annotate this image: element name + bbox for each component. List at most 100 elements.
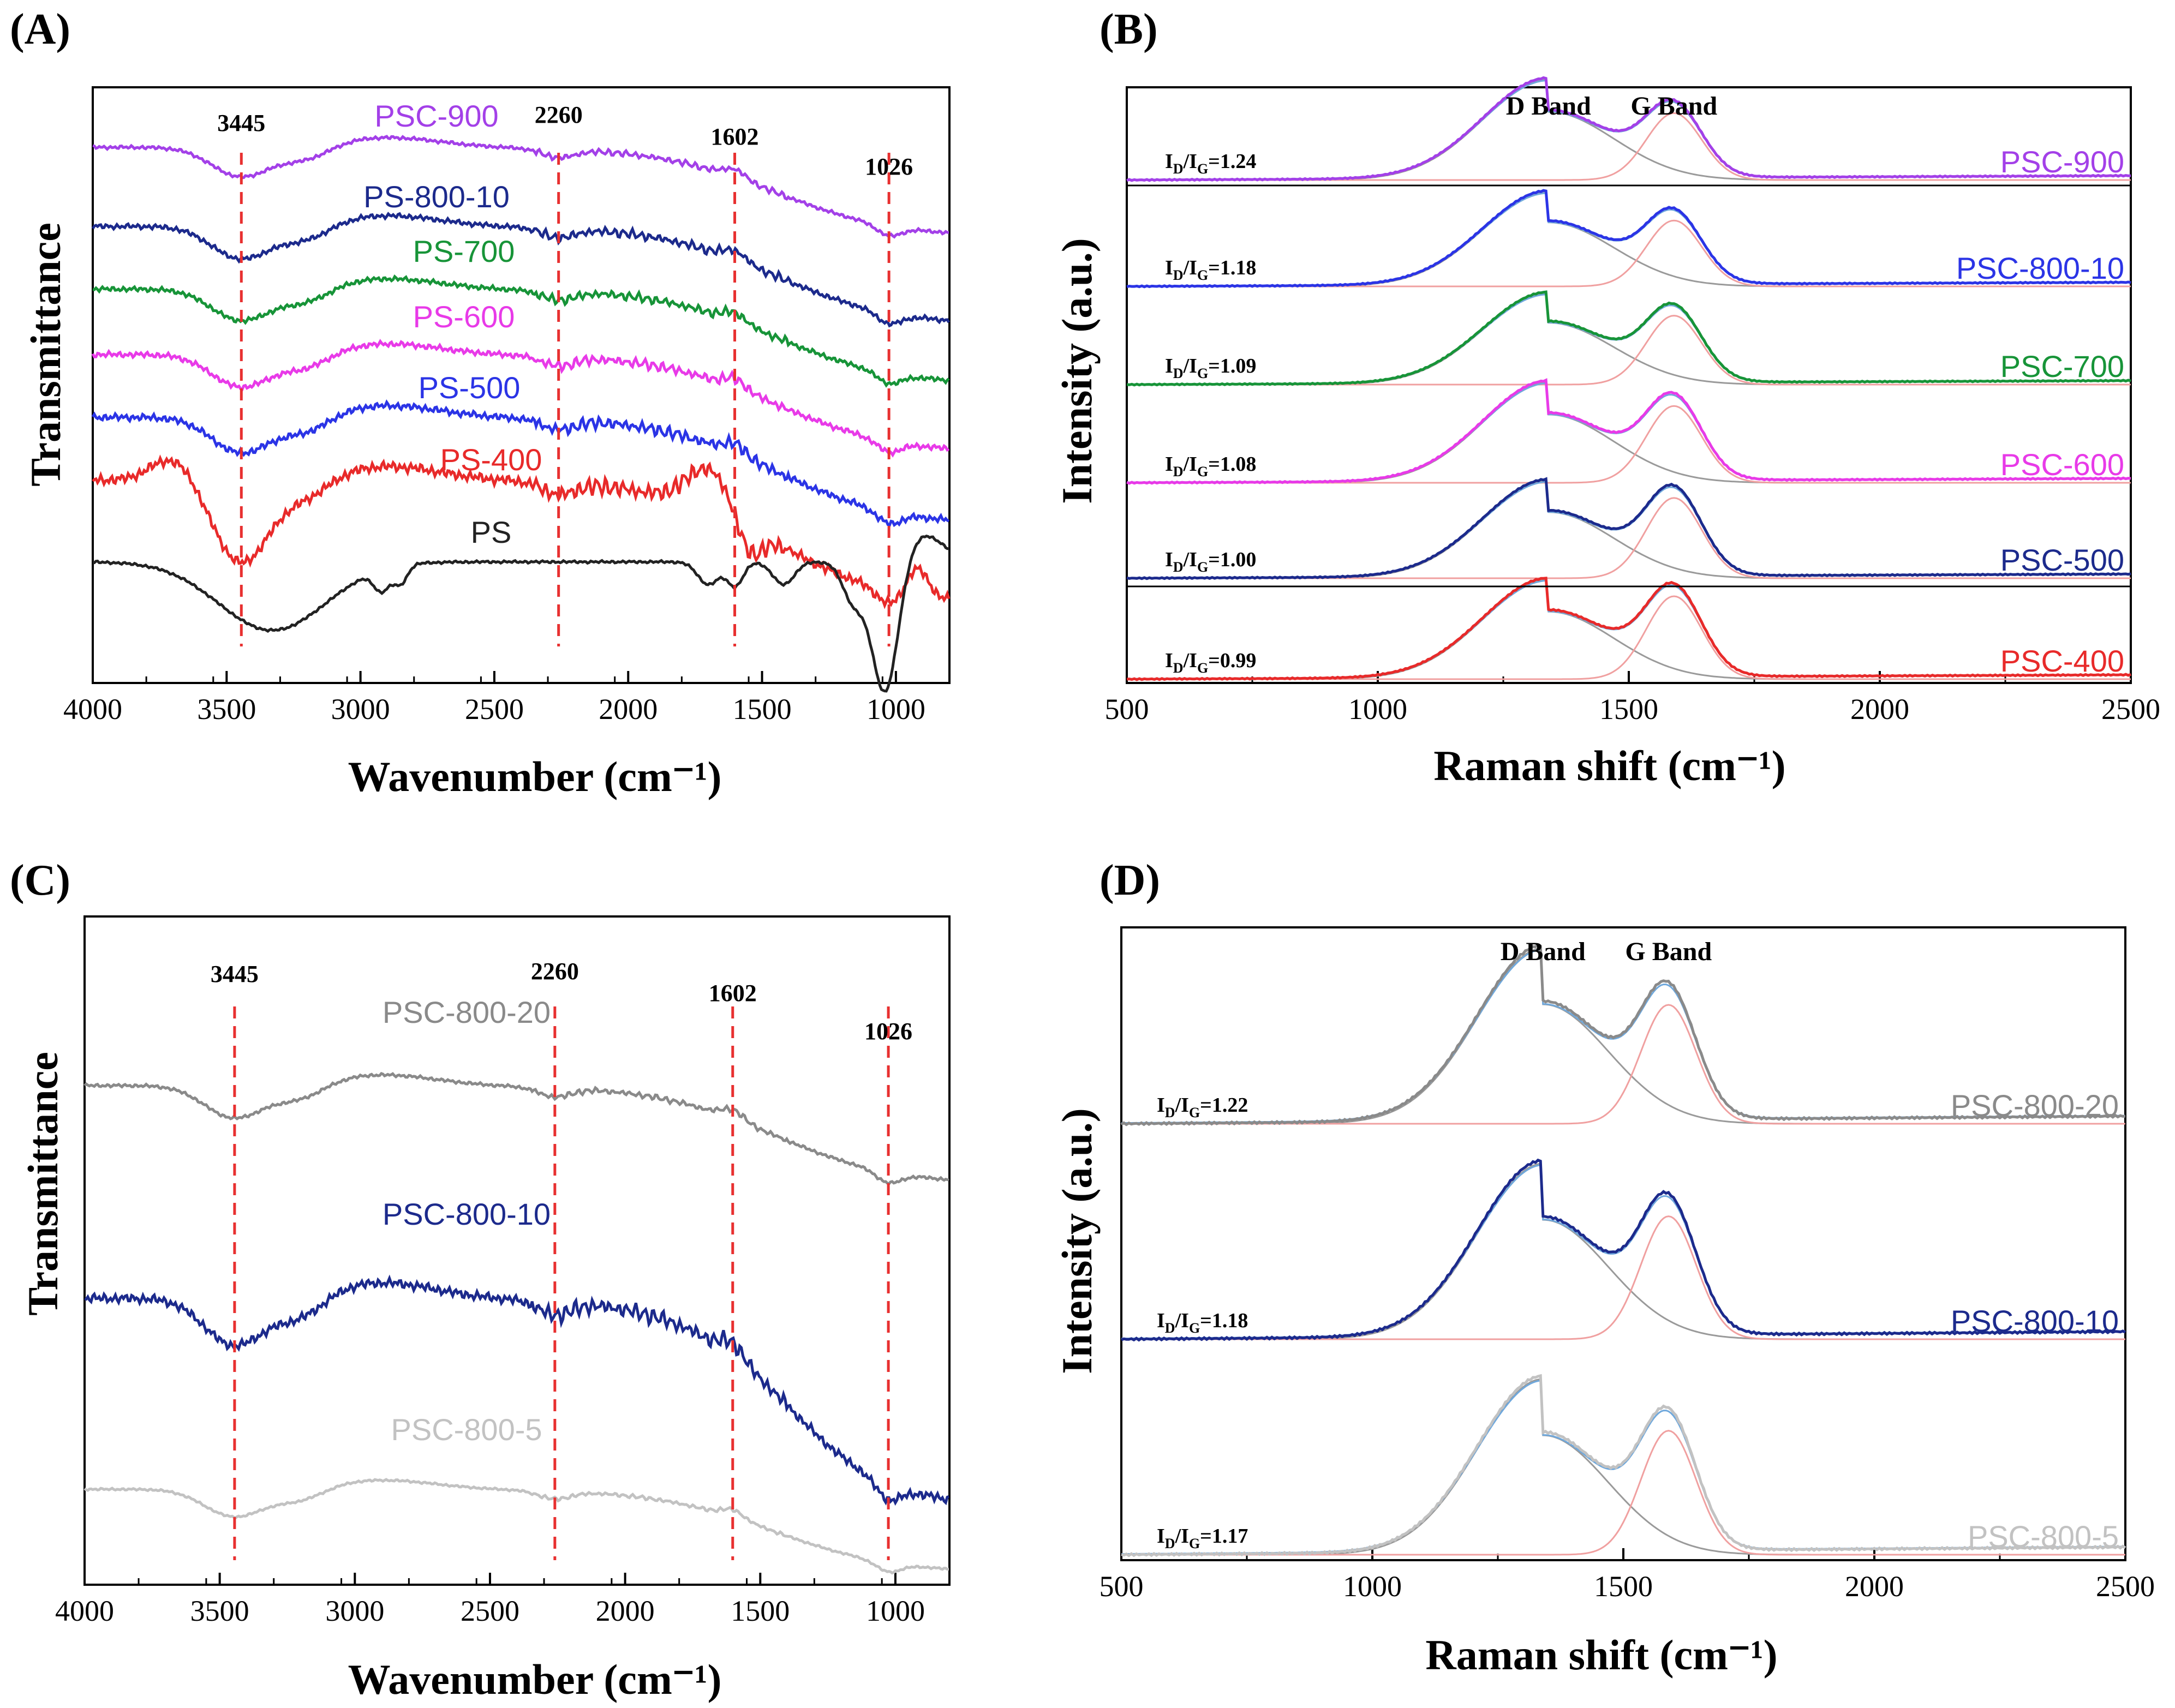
series-label-ps-700: PS-700	[413, 234, 515, 268]
series-label-ps-600: PS-600	[413, 299, 515, 334]
series-line-ps-800-10	[91, 212, 951, 328]
series-label-psc-900: PSC-900	[374, 99, 498, 133]
ratio-text: =1.17	[1200, 1525, 1248, 1548]
x-tick-label: 4000	[55, 1595, 114, 1627]
ratio-text: =1.18	[1208, 256, 1256, 279]
panel-c-label: (C)	[10, 856, 70, 904]
ratio-text: =1.08	[1208, 453, 1256, 476]
panel-a: (A) Transmittance Wavenumber (cm⁻¹) 4000…	[10, 5, 951, 800]
ratio-subscript: D	[1173, 161, 1184, 177]
panel-a-label: (A)	[10, 5, 70, 53]
series-label-psc-400: PSC-400	[2000, 644, 2124, 678]
fit-envelope-psc-700	[1127, 293, 2131, 385]
x-tick-label: 1000	[866, 1595, 925, 1627]
series-line-psc-900	[1126, 76, 2131, 182]
ratio-text: /I	[1183, 150, 1197, 173]
fit-g-psc-500	[1127, 497, 2131, 579]
x-tick-label: 1000	[867, 693, 925, 726]
ratio-text: /I	[1183, 256, 1197, 279]
ratio-subscript: G	[1189, 1320, 1200, 1336]
series-line-psc-800-20	[83, 1071, 949, 1186]
ratio-label-psc-800-20: ID/IG=1.22	[1157, 1094, 1248, 1120]
ratio-subscript: D	[1173, 559, 1184, 575]
x-tick-label: 3500	[190, 1595, 249, 1627]
series-label-psc-800-20: PSC-800-20	[383, 995, 551, 1029]
series-label-psc-800-20: PSC-800-20	[1951, 1088, 2119, 1123]
x-tick-label: 1500	[1599, 693, 1658, 726]
ratio-subscript: G	[1197, 267, 1208, 283]
panel-c-ylabel: Transmittance	[19, 1052, 67, 1316]
series-line-psc-800-20	[1120, 943, 2126, 1126]
ratio-label-psc-800-10: ID/IG=1.18	[1157, 1309, 1248, 1336]
peak-label-3445: 3445	[217, 110, 265, 136]
series-line-ps-500	[91, 399, 950, 528]
x-tick-label: 500	[1100, 1570, 1144, 1603]
ratio-text: I	[1165, 548, 1173, 571]
panel-d-ylabel: Intensity (a.u.)	[1053, 1108, 1101, 1374]
x-tick-label: 2000	[1850, 693, 1909, 726]
ratio-text: /I	[1183, 548, 1197, 571]
x-tick-label: 4000	[63, 693, 122, 726]
ratio-subscript: D	[1173, 267, 1184, 283]
x-tick-label: 1500	[731, 1595, 790, 1627]
ratio-text: =1.22	[1200, 1094, 1248, 1117]
panel-b: (B) Intensity (a.u.) Raman shift (cm⁻¹) …	[1053, 5, 2160, 789]
series-line-ps-600	[91, 339, 950, 458]
series-line-psc-800-10	[1126, 189, 2131, 289]
peak-label-1602: 1602	[711, 123, 759, 150]
ratio-subscript: D	[1173, 365, 1184, 381]
fit-d-psc-600	[1127, 381, 2131, 484]
x-tick-label: 2500	[465, 693, 524, 726]
ratio-text: /I	[1175, 1525, 1189, 1548]
series-line-psc-400	[1126, 577, 2131, 681]
ratio-subscript: G	[1197, 660, 1208, 676]
panel-b-plot: 500 1000 1500 2000 2500PSC-900ID/IG=1.24PSC-…	[1105, 76, 2160, 726]
ratio-text: =1.18	[1200, 1309, 1248, 1332]
series-label-psc-900: PSC-900	[2000, 145, 2124, 179]
x-tick-label: 3000	[331, 693, 390, 726]
fit-g-psc-800-10	[1121, 1215, 2125, 1340]
series-label-psc-800-10: PSC-800-10	[383, 1197, 551, 1231]
peak-label-1026: 1026	[864, 1018, 912, 1045]
ratio-text: I	[1165, 256, 1173, 279]
ratio-subscript: G	[1197, 559, 1208, 575]
peak-label-1026: 1026	[865, 153, 913, 180]
ratio-text: /I	[1183, 453, 1197, 476]
ratio-text: I	[1157, 1094, 1165, 1117]
ratio-subscript: G	[1189, 1105, 1200, 1120]
peak-label-2260: 2260	[535, 101, 583, 128]
panel-a-plot: 4000 3500 3000 2500 2000 1500 1000 PSC-900 PS-80…	[63, 86, 951, 726]
panel-b-ylabel: Intensity (a.u.)	[1053, 238, 1101, 504]
ratio-subscript: D	[1165, 1105, 1175, 1120]
series-line-psc-500	[1126, 477, 2131, 580]
x-tick-label: 2000	[1845, 1570, 1904, 1603]
plot-frame	[83, 915, 951, 1586]
band-label-d: D Band	[1506, 92, 1591, 121]
fit-g-psc-700	[1127, 315, 2131, 386]
panel-a-ylabel: Transmittance	[22, 223, 69, 487]
panel-c: (C) Transmittance Wavenumber (cm⁻¹) 4000…	[10, 856, 951, 1703]
series-line-psc-700	[1126, 290, 2131, 387]
ratio-text: /I	[1175, 1094, 1189, 1117]
ratio-label-psc-900: ID/IG=1.24	[1165, 150, 1256, 177]
fit-g-psc-900	[1127, 112, 2131, 181]
fit-envelope-psc-500	[1127, 481, 2131, 579]
ratio-subscript: G	[1197, 161, 1208, 177]
series-line-psc-800-10	[84, 1274, 949, 1506]
ratio-label-psc-400: ID/IG=0.99	[1165, 649, 1256, 676]
series-line-psc-900	[92, 135, 949, 239]
x-tick-label: 1000	[1343, 1570, 1402, 1603]
fit-envelope-psc-600	[1127, 382, 2131, 483]
series-label-psc-800-5: PSC-800-5	[1968, 1519, 2119, 1554]
ratio-text: =1.24	[1208, 150, 1256, 173]
x-tick-label: 1500	[733, 693, 792, 726]
panel-d-label: (D)	[1100, 856, 1160, 904]
series-label-ps: PS	[471, 515, 512, 549]
ratio-text: =0.99	[1208, 649, 1256, 672]
series-line-psc-800-5	[83, 1478, 949, 1575]
ratio-subscript: D	[1173, 660, 1184, 676]
series-line-ps	[92, 535, 949, 693]
series-label-ps-500: PS-500	[419, 370, 521, 405]
fit-d-psc-700	[1127, 292, 2131, 386]
